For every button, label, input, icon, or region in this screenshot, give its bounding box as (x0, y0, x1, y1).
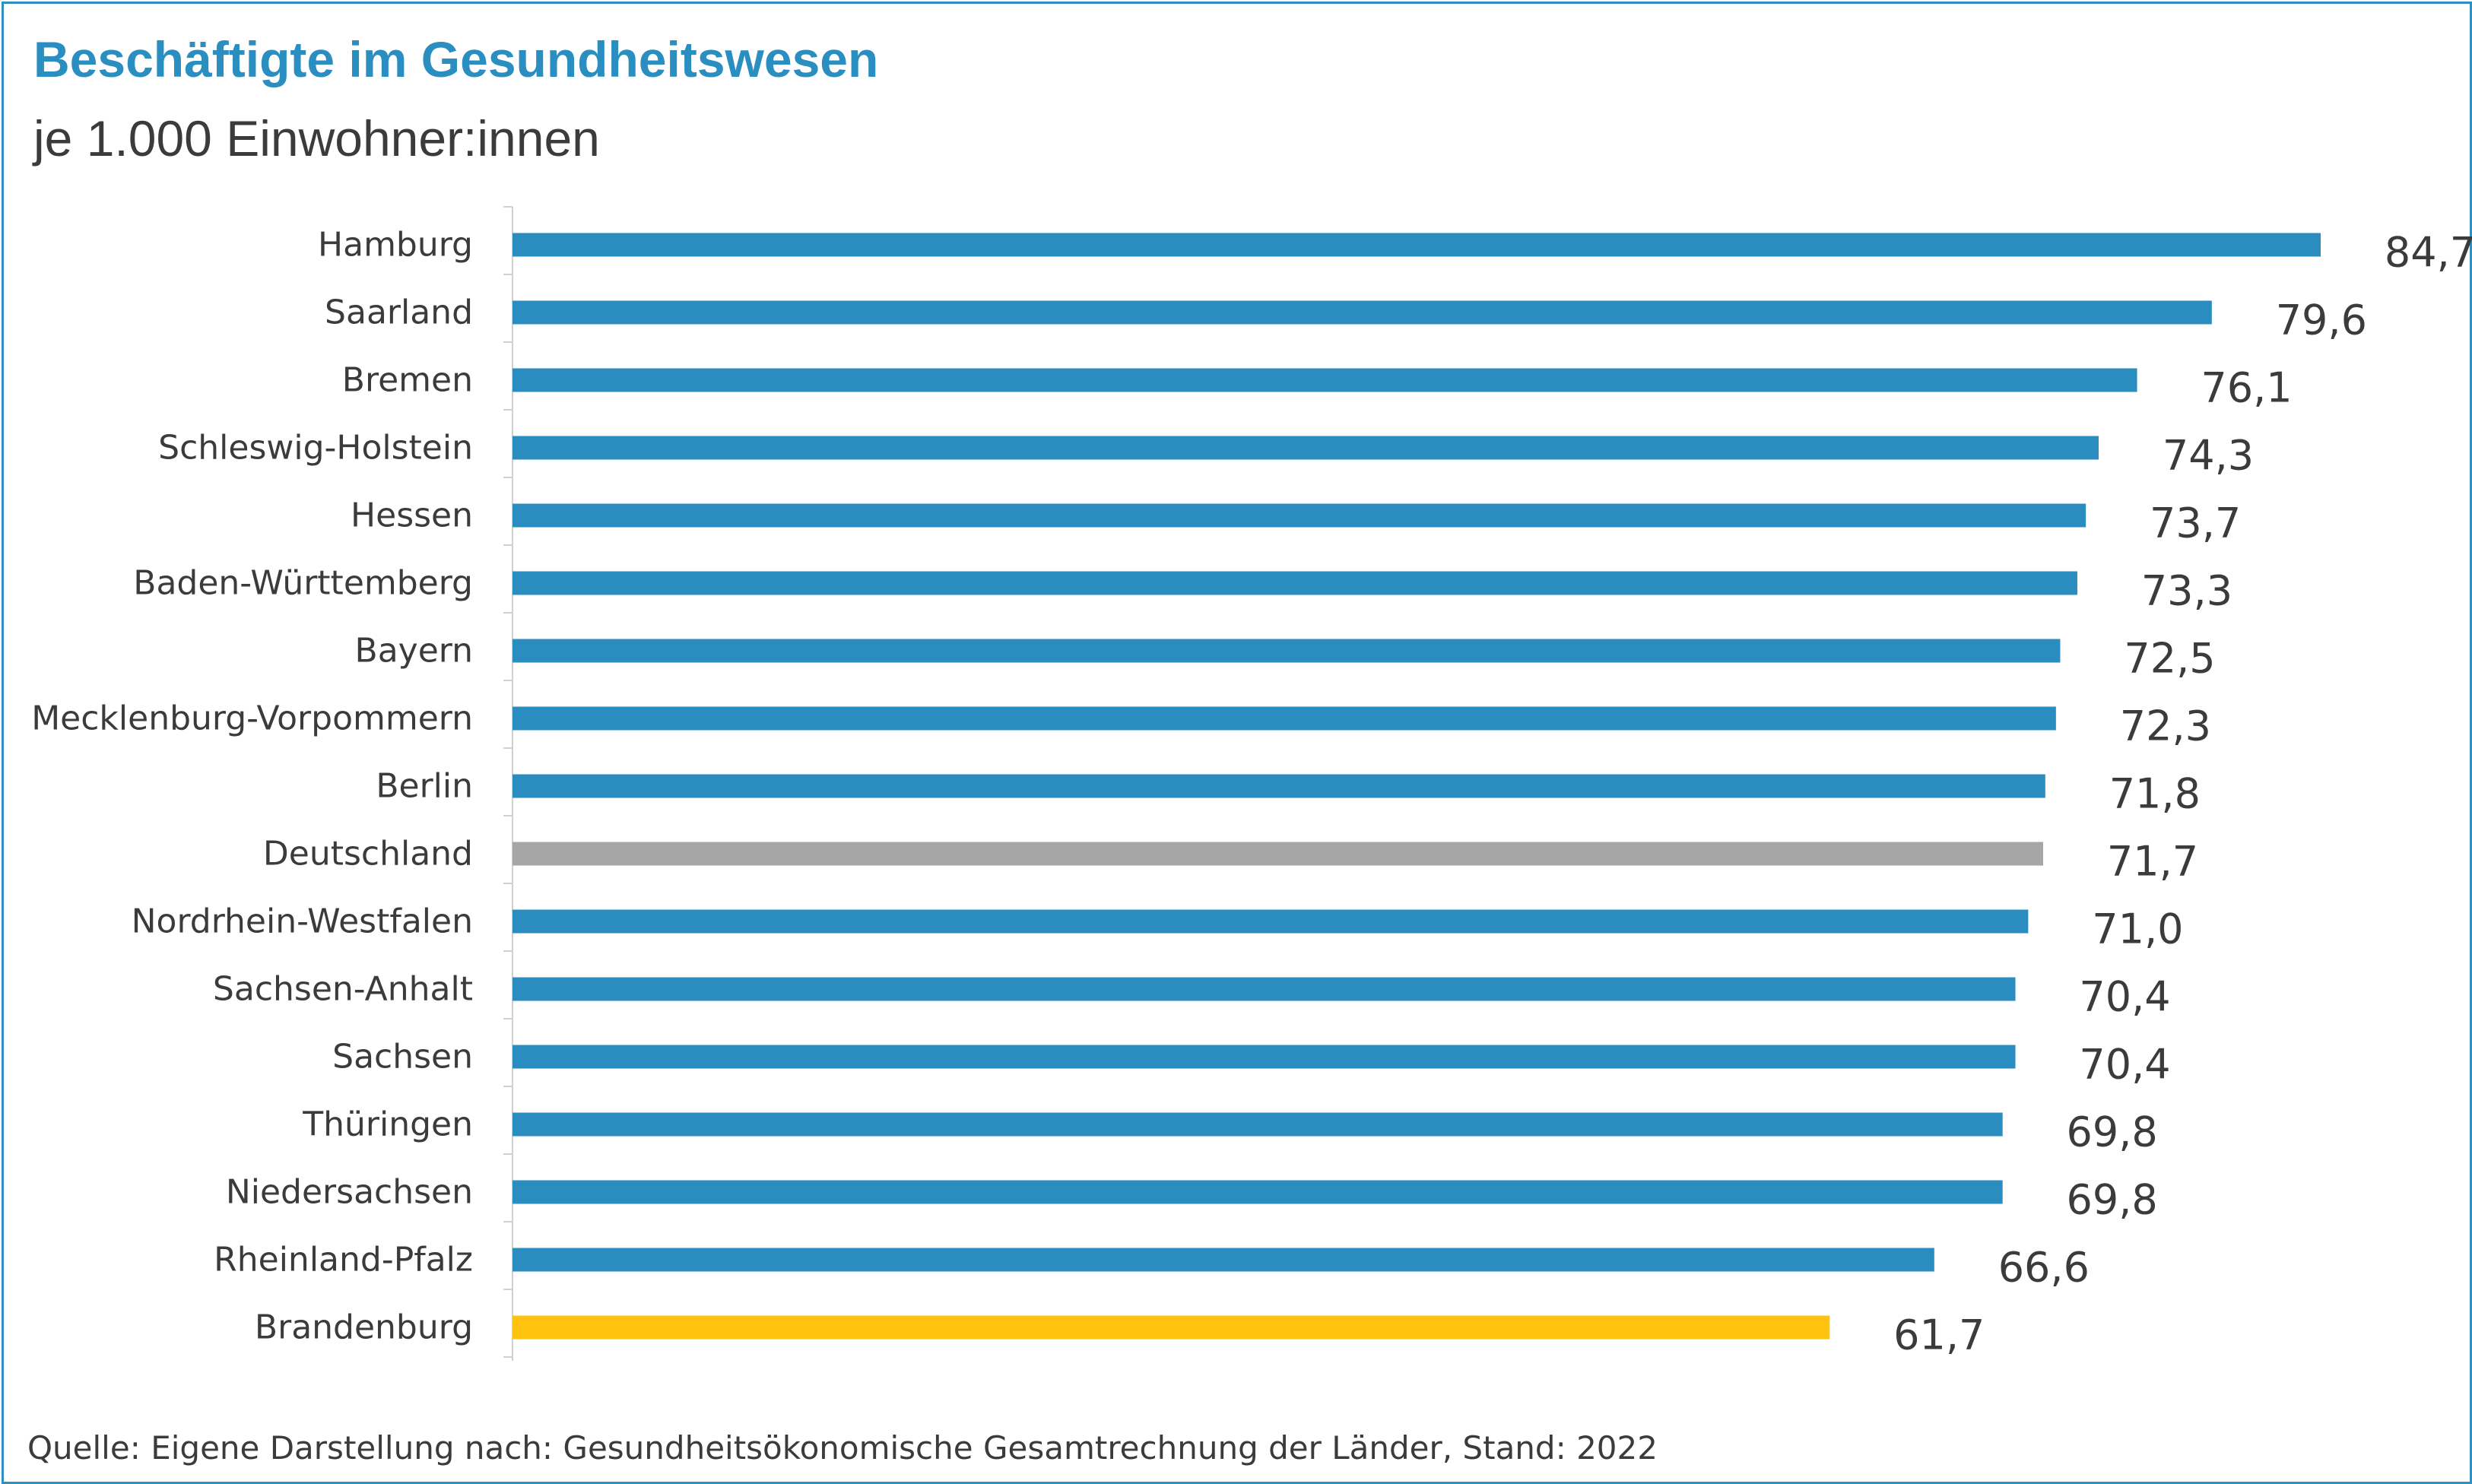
category-label: Bremen (342, 361, 473, 400)
bar-rheinland-pfalz (512, 1248, 1934, 1272)
category-label: Mecklenburg-Vorpommern (31, 699, 473, 738)
bar-deutschland (512, 842, 2044, 866)
chart-title: Beschäftigte im Gesundheitswesen (33, 31, 879, 87)
value-label: 61,7 (1893, 1311, 1985, 1359)
bar-thüringen (512, 1112, 2003, 1137)
category-label: Brandenburg (255, 1308, 473, 1347)
value-label: 70,4 (2079, 1041, 2170, 1089)
category-label: Hamburg (318, 226, 473, 265)
value-label: 66,6 (1998, 1244, 2090, 1292)
category-label: Niedersachsen (226, 1173, 473, 1212)
bar-brandenburg (512, 1315, 1830, 1340)
category-label: Rheinland-Pfalz (214, 1241, 473, 1279)
value-label: 73,7 (2150, 499, 2241, 547)
category-label: Thüringen (302, 1105, 473, 1144)
category-labels: Hamburg Saarland Bremen Schleswig-Holstein H… (31, 226, 473, 1347)
category-label: Berlin (376, 767, 473, 806)
value-label: 70,4 (2079, 973, 2170, 1021)
bar-sachsen (512, 1045, 2016, 1069)
value-label: 76,1 (2201, 364, 2292, 412)
bar-schleswig-holstein (512, 436, 2099, 460)
category-axis (503, 206, 513, 1361)
source-note: Quelle: Eigene Darstellung nach: Gesundh… (27, 1429, 1658, 1467)
category-label: Hessen (351, 496, 473, 535)
bar-baden-württemberg (512, 571, 2077, 595)
category-label: Saarland (325, 293, 473, 332)
value-labels: 84,7 79,6 76,1 74,3 73,7 73,3 72,5 72,3 71,8 71,7… (1893, 229, 2472, 1359)
category-label: Sachsen (332, 1038, 473, 1077)
value-label: 72,3 (2120, 702, 2211, 750)
bar-nordrhein-westfalen (512, 909, 2029, 934)
bar-hamburg (512, 233, 2321, 257)
value-label: 69,8 (2067, 1176, 2158, 1224)
value-label: 71,7 (2107, 838, 2198, 886)
category-label: Sachsen-Anhalt (213, 970, 473, 1009)
value-label: 84,7 (2385, 229, 2472, 277)
category-label: Nordrhein-Westfalen (132, 902, 473, 941)
value-label: 69,8 (2067, 1108, 2158, 1156)
value-label: 72,5 (2124, 635, 2215, 683)
bar-berlin (512, 774, 2045, 798)
bar-hessen (512, 503, 2086, 528)
category-label: Schleswig-Holstein (158, 429, 473, 468)
value-label: 79,6 (2276, 296, 2367, 344)
value-label: 73,3 (2141, 567, 2232, 615)
bar-bayern (512, 639, 2061, 663)
bar-bremen (512, 368, 2137, 392)
category-label: Baden-Württemberg (133, 564, 473, 603)
value-label: 71,8 (2109, 770, 2201, 818)
value-label: 74,3 (2163, 432, 2254, 480)
bar-niedersachsen (512, 1180, 2003, 1204)
bar-saarland (512, 300, 2212, 325)
chart-subtitle: je 1.000 Einwohner:innen (33, 110, 600, 166)
value-label: 71,0 (2092, 905, 2183, 953)
category-label: Deutschland (263, 835, 473, 874)
bar-sachsen-anhalt (512, 977, 2016, 1001)
category-label: Bayern (355, 632, 473, 671)
bars (512, 233, 2321, 1340)
bar-mecklenburg-vorpommern (512, 706, 2056, 731)
